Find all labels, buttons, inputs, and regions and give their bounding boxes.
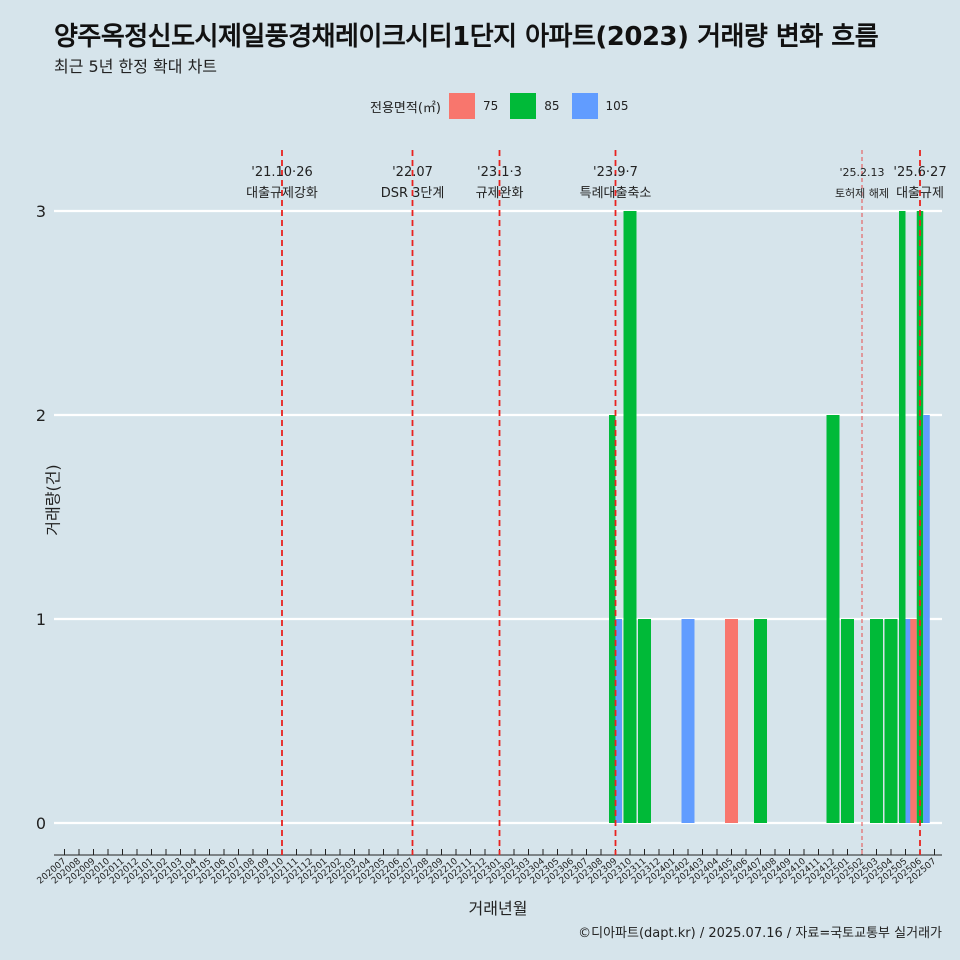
event-date-label: '25.2.13 bbox=[839, 166, 884, 179]
legend-title: 전용면적(㎡) bbox=[370, 100, 441, 116]
bar-85-202309 bbox=[609, 415, 616, 823]
y-tick-label: 1 bbox=[36, 610, 46, 629]
legend-swatch-105 bbox=[571, 93, 598, 119]
source-caption: ©디아파트(dapt.kr) / 2025.07.16 / 자료=국토교통부 실… bbox=[578, 926, 942, 941]
event-label: 대출규제 bbox=[896, 186, 944, 201]
event-date-label: '23.9·7 bbox=[593, 165, 638, 180]
bar-85-202311 bbox=[638, 619, 651, 823]
legend-label-75: 75 bbox=[482, 99, 499, 113]
bar-85-202412 bbox=[826, 415, 840, 823]
bar-85-202506 bbox=[916, 211, 924, 823]
y-tick-label: 2 bbox=[36, 406, 46, 425]
bar-105-202309 bbox=[615, 619, 622, 823]
event-date-label: '21.10·26 bbox=[251, 165, 312, 180]
legend-item-75: 75 bbox=[448, 93, 499, 119]
chart-title: 양주옥정신도시제일풍경채레이크시티1단지 아파트(2023) 거래량 변화 흐름 bbox=[54, 22, 879, 52]
x-axis-label: 거래년월 bbox=[468, 899, 528, 918]
bar-105-202506 bbox=[923, 415, 930, 823]
y-tick-label: 0 bbox=[36, 814, 46, 833]
legend-item-85: 85 bbox=[510, 93, 560, 119]
event-label: 토허제 해제 bbox=[835, 186, 889, 200]
y-tick-label: 3 bbox=[36, 202, 46, 221]
y-axis-label: 거래량(건) bbox=[43, 464, 63, 536]
bar-85-202501 bbox=[841, 619, 854, 823]
legend-label-105: 105 bbox=[605, 99, 629, 113]
event-date-label: '25.6·27 bbox=[893, 165, 946, 180]
event-label: 특례대출축소 bbox=[580, 186, 652, 201]
legend-swatch-75 bbox=[448, 93, 475, 119]
legend-swatch-85 bbox=[510, 93, 537, 119]
event-label: 규제완화 bbox=[476, 186, 524, 201]
event-date-label: '23.1·3 bbox=[477, 165, 522, 180]
legend-label-85: 85 bbox=[544, 99, 560, 113]
chart-subtitle: 최근 5년 한정 확대 차트 bbox=[54, 57, 218, 76]
bar-85-202310 bbox=[623, 211, 637, 823]
bar-75-202506 bbox=[910, 619, 917, 823]
bar-85-202504 bbox=[884, 619, 898, 823]
legend: 전용면적(㎡) 75 85 105 bbox=[370, 93, 640, 119]
bar-85-202407 bbox=[754, 619, 767, 823]
legend-item-105: 105 bbox=[571, 93, 629, 119]
bar-105-202505 bbox=[905, 619, 912, 823]
event-label: DSR 3단계 bbox=[381, 186, 445, 201]
bar-85-202503 bbox=[870, 619, 883, 823]
bar-85-202505 bbox=[899, 211, 906, 823]
bar-75-202405 bbox=[725, 619, 738, 823]
event-label: 대출규제강화 bbox=[246, 186, 318, 201]
event-date-label: '22.07 bbox=[392, 165, 433, 180]
bar-105-202402 bbox=[681, 619, 695, 823]
